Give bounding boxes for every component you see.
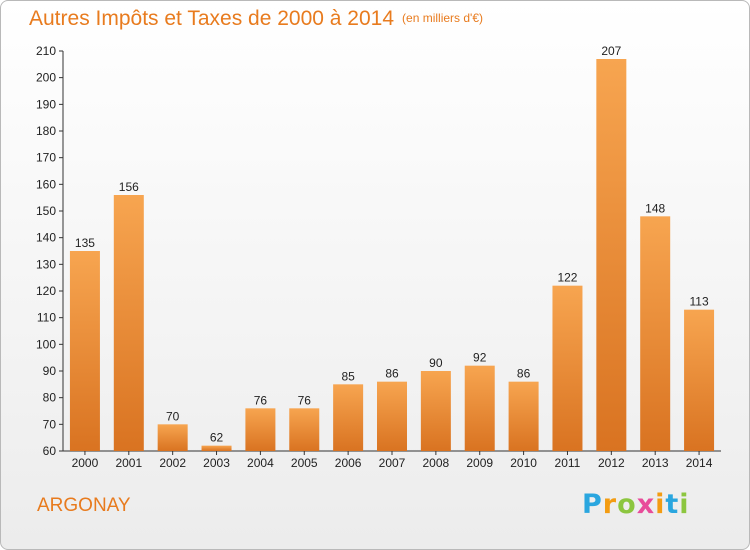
- x-tick-label: 2004: [247, 456, 274, 470]
- x-tick-label: 2005: [291, 456, 318, 470]
- data-label: 156: [119, 180, 139, 194]
- bar: [289, 408, 320, 451]
- logo-letter: o: [617, 489, 637, 520]
- y-tick-label: 100: [36, 337, 56, 351]
- data-label: 85: [341, 369, 355, 383]
- x-tick-label: 2002: [159, 456, 186, 470]
- y-tick-label: 90: [43, 364, 57, 378]
- data-label: 135: [75, 236, 95, 250]
- data-label: 148: [645, 201, 665, 215]
- y-tick-label: 210: [36, 44, 56, 58]
- y-tick-label: 80: [43, 391, 57, 405]
- x-tick-label: 2007: [379, 456, 406, 470]
- data-label: 92: [473, 351, 487, 365]
- x-tick-label: 2000: [72, 456, 99, 470]
- chart-unit: (en milliers d'€): [402, 11, 484, 25]
- bar: [508, 381, 539, 451]
- data-label: 122: [557, 271, 577, 285]
- chart-title: Autres Impôts et Taxes de 2000 à 2014 (en…: [29, 7, 483, 31]
- y-tick-label: 70: [43, 417, 57, 431]
- bar: [113, 195, 144, 451]
- y-tick-label: 60: [43, 444, 57, 458]
- data-label: 62: [210, 431, 224, 445]
- bar: [69, 251, 100, 451]
- y-tick-label: 130: [36, 257, 56, 271]
- logo-letter: i: [655, 489, 666, 520]
- bars: 135 156 70 62 76 76 85 86 90 92 86 122 207 148 113: [69, 44, 715, 451]
- bar: [245, 408, 276, 451]
- data-label: 207: [601, 44, 621, 58]
- bar: [157, 424, 188, 451]
- y-tick-label: 160: [36, 177, 56, 191]
- x-tick-label: 2008: [423, 456, 450, 470]
- data-label: 76: [254, 393, 268, 407]
- bar: [420, 371, 451, 451]
- data-label: 76: [298, 393, 312, 407]
- x-tick-label: 2003: [203, 456, 230, 470]
- x-tick-label: 2009: [466, 456, 493, 470]
- data-label: 86: [385, 367, 399, 381]
- y-tick-label: 190: [36, 97, 56, 111]
- bar: [684, 309, 715, 451]
- x-tick-label: 2012: [598, 456, 625, 470]
- data-label: 86: [517, 367, 531, 381]
- proxiti-logo[interactable]: Proxiti: [582, 489, 690, 520]
- logo-letter: i: [679, 489, 690, 520]
- chart-title-text: Autres Impôts et Taxes de 2000 à 2014: [29, 7, 395, 30]
- logo-letter: r: [602, 489, 618, 520]
- logo-letter: P: [582, 489, 603, 520]
- city-name: ARGONAY: [37, 495, 131, 516]
- x-tick-label: 2011: [555, 456, 581, 470]
- bar: [377, 381, 407, 451]
- y-tick-label: 200: [36, 71, 56, 85]
- bar: [596, 59, 627, 451]
- data-label: 90: [429, 356, 443, 370]
- data-label: 70: [166, 409, 180, 423]
- y-tick-label: 170: [36, 151, 56, 165]
- y-tick-label: 150: [36, 204, 56, 218]
- x-tick-label: 2001: [115, 456, 142, 470]
- x-tick-label: 2006: [335, 456, 362, 470]
- data-label: 113: [689, 295, 708, 309]
- logo-letter: x: [636, 489, 656, 520]
- y-tick-label: 120: [36, 284, 56, 298]
- y-tick-label: 140: [36, 231, 56, 245]
- bar: [640, 216, 671, 451]
- x-tick-label: 2014: [686, 456, 713, 470]
- x-tick-label: 2013: [642, 456, 669, 470]
- y-tick-label: 110: [37, 311, 56, 325]
- logo-letter: t: [665, 489, 680, 520]
- bar: [201, 445, 232, 451]
- y-tick-label: 180: [36, 124, 56, 138]
- bar: [552, 285, 583, 451]
- x-tick-label: 2010: [510, 456, 537, 470]
- bar: [464, 365, 495, 451]
- bar: [333, 384, 364, 451]
